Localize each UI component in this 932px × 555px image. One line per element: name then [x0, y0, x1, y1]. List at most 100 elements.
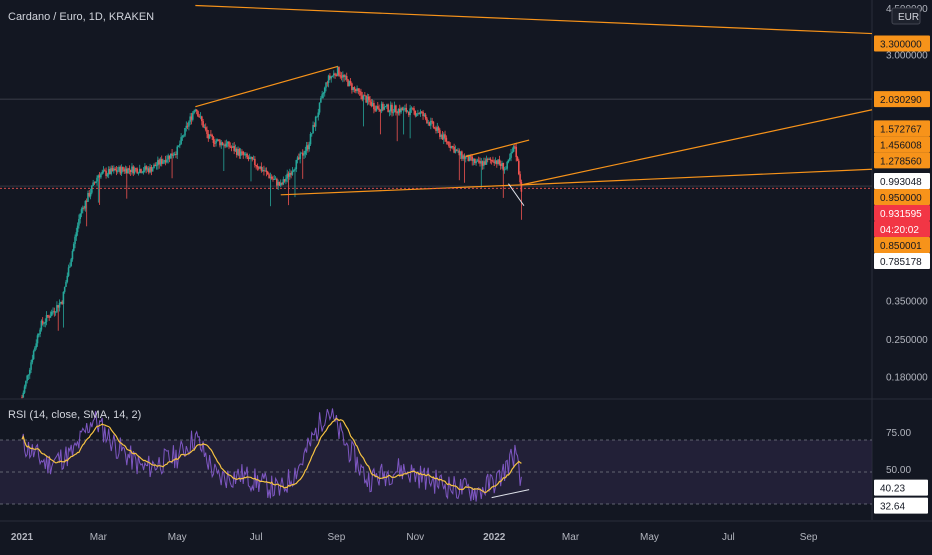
candle-body: [180, 137, 182, 144]
candle-body: [40, 320, 43, 330]
candle-body: [437, 127, 440, 131]
candle-body: [292, 170, 295, 172]
candle-body: [220, 142, 223, 146]
candle-body: [364, 95, 366, 97]
candle-body: [485, 159, 488, 165]
candle-body: [186, 125, 189, 127]
candle-body: [114, 168, 116, 171]
candle-body: [102, 170, 105, 172]
candle-body: [23, 386, 26, 393]
candle-body: [191, 113, 194, 120]
candle-body: [327, 75, 330, 83]
candle-body: [210, 134, 212, 136]
candle-body: [296, 157, 299, 161]
candle-body: [353, 87, 356, 90]
candle-body: [454, 149, 457, 153]
candle-body: [356, 88, 358, 92]
candle-body: [243, 154, 246, 156]
time-tick-label: 2021: [11, 532, 34, 543]
candle-body: [169, 153, 172, 159]
candle-body: [493, 161, 496, 164]
candle-body: [358, 90, 361, 92]
candle-body: [224, 144, 226, 147]
candle-body: [216, 139, 219, 141]
candle-body: [203, 127, 206, 129]
candle-body: [329, 75, 331, 79]
candle-body: [110, 168, 113, 174]
candle-body: [426, 118, 428, 124]
candle-body: [167, 155, 169, 160]
currency-button-label[interactable]: EUR: [898, 12, 919, 23]
candle-body: [145, 166, 147, 170]
candle-body: [351, 83, 353, 90]
candle-body: [332, 73, 335, 76]
candle-body: [54, 311, 57, 313]
candle-body: [309, 133, 312, 145]
rsi-tick-label: 50.00: [886, 465, 911, 476]
candle-body: [39, 329, 41, 334]
candle-body: [317, 112, 320, 117]
candle-body: [113, 168, 115, 172]
candle-body: [307, 145, 309, 150]
candle-body: [301, 152, 304, 156]
price-badge-label: 0.850001: [880, 241, 922, 252]
candle-body: [388, 110, 391, 112]
rsi-badge: [874, 479, 928, 496]
candle-body: [93, 182, 96, 184]
candle-body: [229, 146, 232, 148]
candle-body: [427, 122, 430, 124]
candle-body: [98, 175, 101, 178]
candle-body: [417, 113, 419, 115]
candle-body: [510, 152, 512, 158]
candle-body: [410, 107, 413, 109]
candle-body: [274, 178, 277, 180]
candle-body: [422, 111, 424, 117]
candle-body: [474, 159, 476, 164]
candle-body: [115, 170, 118, 172]
trendline-3: [521, 168, 873, 186]
rsi-tick-label: 75.00: [886, 428, 911, 439]
candle-body: [335, 74, 338, 76]
candle-body: [463, 155, 466, 159]
candle-body: [313, 125, 316, 127]
price-badge: [874, 35, 930, 52]
candle-body: [83, 207, 85, 209]
candle-body: [118, 167, 120, 171]
candle-body: [52, 311, 54, 313]
candle-body: [387, 104, 389, 112]
candle-body: [507, 159, 510, 163]
candle-body: [481, 161, 484, 166]
candle-body: [190, 116, 193, 120]
candle-body: [79, 213, 82, 220]
candle-body: [415, 114, 418, 116]
rsi-badge-label: 32.64: [880, 502, 905, 513]
candle-body: [406, 111, 409, 113]
candle-body: [34, 347, 36, 352]
candle-body: [92, 182, 94, 186]
candle-body: [48, 316, 50, 318]
candle-body: [49, 315, 52, 318]
candle-body: [424, 114, 427, 119]
candle-body: [168, 155, 171, 159]
candle-body: [411, 107, 414, 109]
candle-body: [91, 185, 93, 193]
trendline-5: [195, 4, 873, 35]
candle-body: [111, 168, 114, 172]
candle-body: [492, 160, 494, 162]
candle-body: [514, 146, 516, 148]
candle-body: [225, 143, 228, 147]
candle-body: [442, 134, 445, 140]
candle-body: [60, 301, 62, 304]
candle-body: [468, 156, 471, 162]
candle-body: [179, 143, 181, 146]
candle-body: [41, 320, 44, 324]
candle-body: [45, 315, 48, 322]
candle-body: [28, 369, 31, 375]
candle-body: [123, 169, 126, 172]
candle-body: [519, 174, 521, 183]
candle-body: [219, 140, 221, 146]
candle-body: [396, 111, 398, 114]
candle-body: [204, 127, 207, 130]
